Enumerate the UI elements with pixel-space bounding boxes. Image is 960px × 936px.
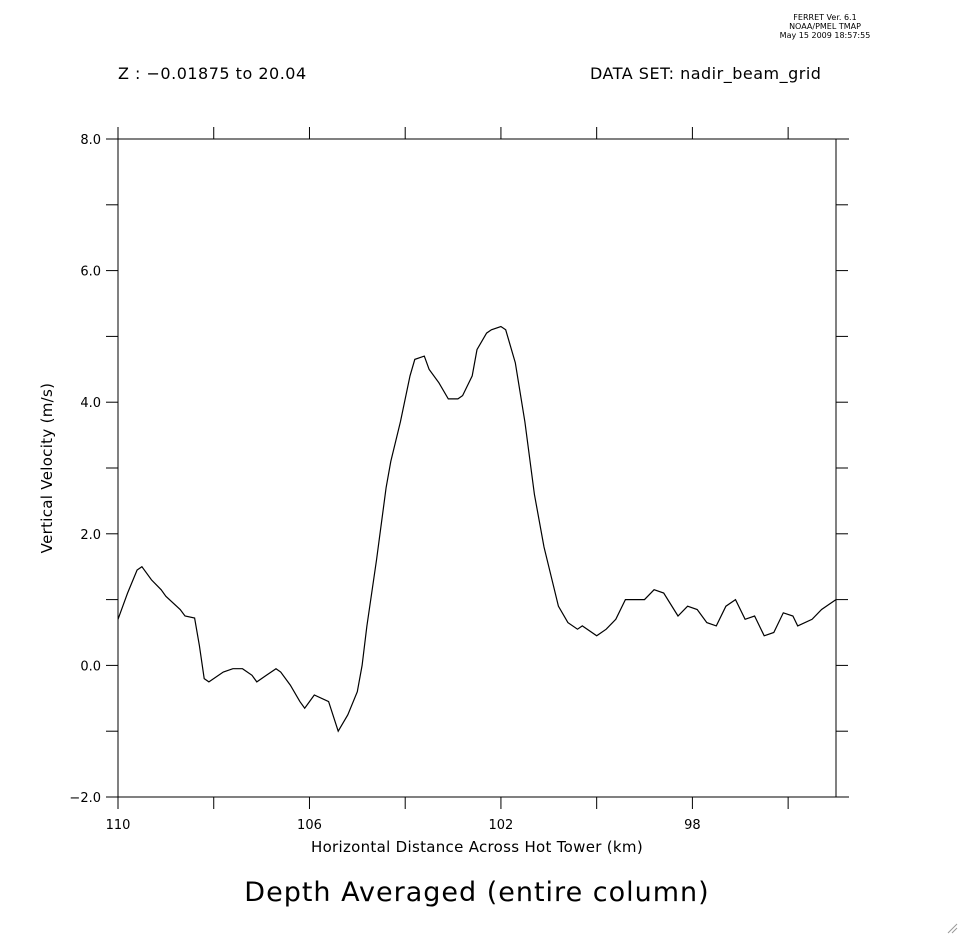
x-axis-title: Horizontal Distance Across Hot Tower (km… (311, 838, 643, 856)
resize-grip-icon[interactable] (946, 922, 958, 934)
plot-frame (117, 138, 837, 798)
ferret-line: FERRET Ver. 6.1 (793, 13, 857, 22)
x-tick-label: 110 (106, 818, 131, 833)
y-tick-label: 4.0 (80, 396, 101, 411)
y-tick-label: 2.0 (80, 528, 101, 543)
dataset-label: DATA SET: nadir_beam_grid (590, 64, 822, 83)
y-tick-label: 0.0 (80, 659, 101, 674)
ferret-line: May 15 2009 18:57:55 (779, 31, 871, 40)
y-axis-title: Vertical Velocity (m/s) (38, 383, 56, 554)
x-tick-label: 106 (297, 818, 322, 833)
x-tick-label: 102 (489, 818, 514, 833)
ferret-version-stamp: FERRET Ver. 6.1 NOAA/PMEL TMAP May 15 20… (760, 13, 890, 40)
y-tick-label: 6.0 (80, 265, 101, 280)
series-line (117, 325, 837, 733)
axis-ticks (106, 127, 849, 809)
chart-title: Depth Averaged (entire column) (244, 877, 709, 908)
z-range-label: Z : −0.01875 to 20.04 (118, 64, 307, 83)
ferret-line: NOAA/PMEL TMAP (789, 22, 861, 31)
y-tick-label: −2.0 (69, 791, 101, 806)
tick-labels: 110 106 102 98 −2.0 0.0 2.0 4.0 6.0 8.0 (69, 133, 700, 833)
y-tick-label: 8.0 (80, 133, 101, 148)
x-tick-label: 98 (684, 818, 701, 833)
